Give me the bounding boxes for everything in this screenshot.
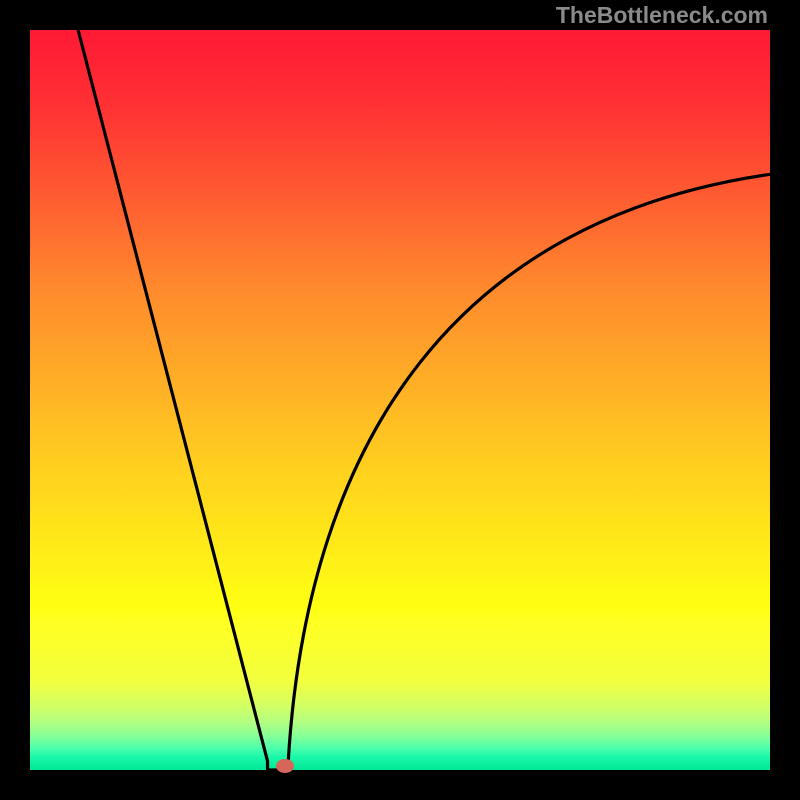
plot-area — [30, 30, 770, 770]
watermark-text: TheBottleneck.com — [556, 2, 768, 29]
chart-outer-frame: TheBottleneck.com — [0, 0, 800, 800]
bottleneck-curve — [30, 30, 770, 770]
optimal-point-marker — [276, 759, 294, 773]
